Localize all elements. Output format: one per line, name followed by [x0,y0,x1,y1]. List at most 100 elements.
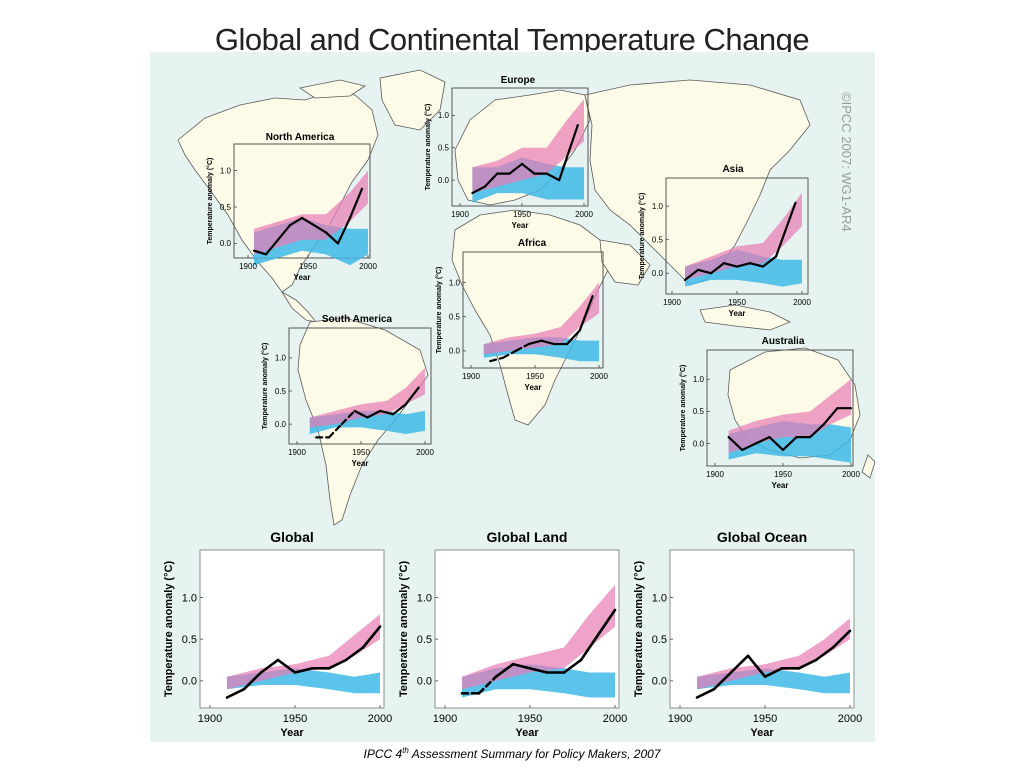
chart-frame [288,327,432,445]
observed-line-segment [379,409,395,416]
x-tick-label: 1950 [728,298,746,307]
chart-title: Africa [518,238,547,249]
x-axis-label: Year [280,727,304,739]
observed-line-segment [340,409,356,426]
x-axis-label: Year [750,727,774,739]
y-tick-label: 0.5 [182,634,197,646]
x-tick-label: 1900 [706,470,724,479]
y-tick-label: 0.5 [417,634,432,646]
x-tick-label: 2000 [838,713,862,725]
observed-line-segment [348,187,364,220]
y-tick-label: 0.0 [182,676,197,688]
observed-line-segment [508,162,524,175]
chart-global-land: 0.0 0.5 1.0 1900 1950 2000 Year Temperature ano… [398,529,627,739]
combined-forcing-band [472,99,584,194]
y-tick-label: 0.5 [693,407,705,416]
x-tick-label: 1950 [526,372,544,381]
chart-frame [233,143,371,259]
observed-line-segment [814,646,835,662]
observed-line-segment [528,667,549,674]
x-tick-label: 1950 [283,713,307,725]
observed-line-segment [494,662,515,678]
chart-asia: 0.0 0.5 1.0 1900 1950 2000 Year Temperature ano… [638,164,811,318]
observed-line-segment [729,654,750,674]
x-axis-label: Year [525,383,542,392]
x-tick-label: 2000 [368,713,392,725]
observed-line-segment [822,407,839,426]
observed-line-segment [748,262,765,268]
observed-line-segment [761,255,778,268]
y-tick-label: 1.0 [220,166,232,175]
observed-line-segment [501,349,517,359]
y-tick-label: 0.0 [449,347,461,356]
observed-line-segment [709,262,726,275]
x-tick-label: 2000 [575,210,593,219]
chart-title: Australia [762,336,805,347]
chart-australia: 0.0 0.5 1.0 1900 1950 2000 Year Temperature ano… [679,336,860,490]
y-axis-label: Temperature anomaly (°C) [679,365,687,452]
observed-line-segment [276,658,297,674]
observed-line-segment [741,442,757,452]
chart-title: Asia [722,164,744,175]
x-tick-label: 1950 [513,210,531,219]
land-arctic-islands [298,79,366,99]
observed-line-segment [727,435,744,452]
chart-europe: 0.0 0.5 1.0 1900 1950 2000 Year Temperature ano… [424,75,593,230]
observed-line-segment [366,409,382,419]
observed-line-segment [489,356,505,363]
y-axis-label: Temperature anomaly (°C) [163,561,175,698]
chart-frame [462,251,604,369]
y-tick-label: 0.5 [652,235,664,244]
x-tick-label: 2000 [793,298,811,307]
y-tick-label: 1.0 [693,375,705,384]
observed-line-segment [288,216,304,227]
y-tick-label: 0.0 [220,239,232,248]
y-tick-label: 0.0 [275,420,287,429]
observed-line-segment [746,654,767,678]
y-tick-label: 0.0 [652,269,664,278]
observed-line-segment [558,124,579,182]
chart-global: 0.0 0.5 1.0 1900 1950 2000 Year Temperature ano… [163,529,392,739]
observed-line-segment [259,658,280,674]
observed-line-segment [520,162,536,175]
observed-line-segment [511,662,532,670]
x-tick-label: 1900 [433,713,457,725]
chart-title: North America [266,132,335,143]
observed-line-segment [562,658,583,674]
y-tick-label: 1.0 [182,592,197,604]
observed-line-segment [695,687,716,699]
observed-line-segment [361,625,382,649]
y-axis-label: Temperature anomaly (°C) [638,193,646,280]
x-tick-label: 1900 [198,713,222,725]
slide-title: Global and Continental Temperature Chang… [214,22,810,57]
y-tick-label: 0.5 [275,387,287,396]
land-arabia [599,239,651,286]
y-tick-label: 0.5 [438,144,450,153]
observed-line-segment [683,268,700,282]
observed-line-segment [391,403,407,416]
observed-line-segment [722,262,739,268]
chart-title: South America [322,314,393,325]
y-axis-label: Temperature anomaly (°C) [424,104,432,191]
observed-line-segment [477,675,498,695]
observed-line-segment [404,386,420,406]
x-axis-label: Year [515,727,539,739]
observed-line-segment [327,658,348,670]
x-axis-label: Year [772,481,789,490]
combined-forcing-band [309,367,425,428]
chart-north-america: 0.0 0.5 1.0 1900 1950 2000 Year Temperature ano… [206,132,377,282]
land-indonesia [699,304,791,331]
chart-title: Global Ocean [717,529,807,545]
x-tick-label: 1900 [451,210,469,219]
x-tick-label: 1950 [352,448,370,457]
x-tick-label: 2000 [416,448,434,457]
y-tick-label: 0.0 [652,676,667,688]
observed-line-segment [324,231,340,245]
observed-line-segment [578,295,594,332]
observed-line-segment [514,342,530,353]
combined-forcing-band [697,618,850,690]
observed-line-segment [735,262,752,268]
chart-title: Global [270,529,314,545]
y-axis-label: Temperature anomaly (°C) [435,267,443,354]
land-greenland [379,69,446,131]
